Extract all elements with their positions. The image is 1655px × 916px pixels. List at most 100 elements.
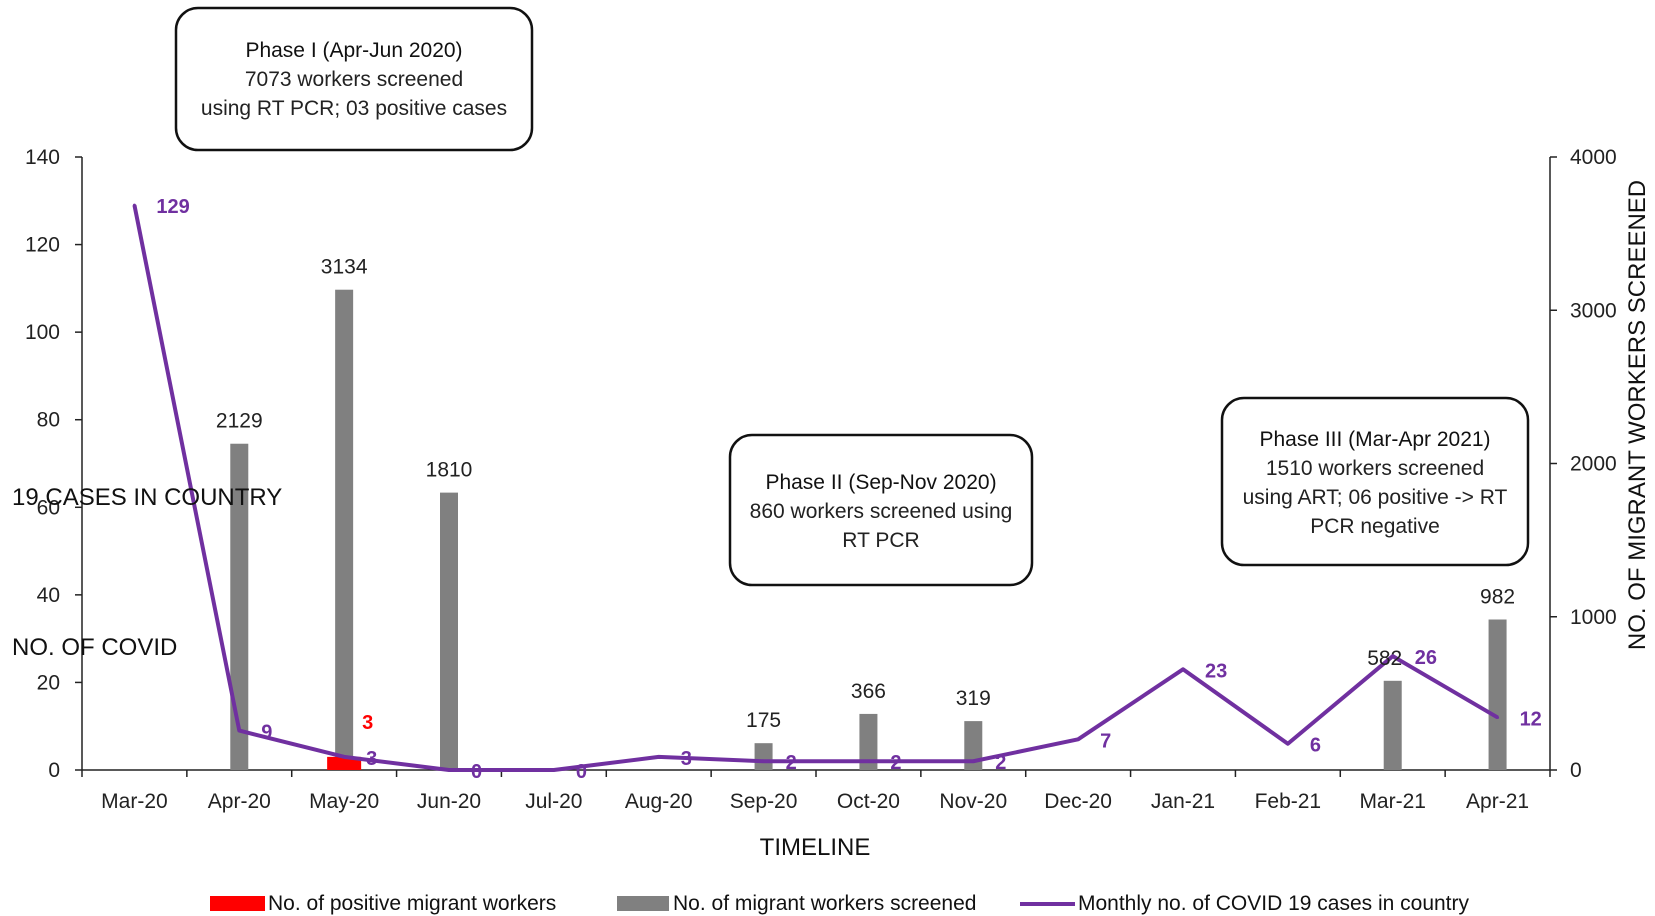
- cases-point-label: 26: [1415, 647, 1437, 669]
- left-axis-title-line2: 19 CASES IN COUNTRY: [12, 484, 282, 511]
- x-tick-label: Oct-20: [837, 790, 900, 813]
- left-tick-label: 20: [37, 671, 60, 694]
- left-tick-label: 140: [25, 146, 60, 169]
- cases-point-label: 129: [156, 196, 189, 218]
- left-tick-label: 100: [25, 321, 60, 344]
- x-tick-label: Jan-21: [1151, 790, 1215, 813]
- right-tick-label: 0: [1570, 759, 1582, 782]
- cases-point: [762, 759, 766, 763]
- cases-point: [342, 755, 346, 759]
- cases-point-label: 9: [261, 722, 272, 744]
- x-tick-label: Aug-20: [625, 790, 693, 813]
- cases-point-label: 2: [890, 752, 901, 774]
- left-axis-title-line1: NO. OF COVID: [12, 634, 177, 661]
- screened-bar-label: 366: [851, 680, 886, 703]
- right-tick-label: 3000: [1570, 299, 1617, 322]
- screened-bar: [440, 492, 458, 770]
- screened-bar: [230, 443, 249, 770]
- screened-bar: [754, 743, 773, 770]
- x-tick-label: Apr-21: [1466, 790, 1529, 813]
- legend-label-screened: No. of migrant workers screened: [673, 892, 976, 915]
- phase-3-annotation: Phase III (Mar-Apr 2021) 1510 workers sc…: [1220, 396, 1530, 567]
- left-tick-label: 80: [37, 409, 60, 432]
- screened-bar-label: 3134: [321, 256, 368, 279]
- cases-point-label: 2: [995, 752, 1006, 774]
- cases-point: [657, 755, 661, 759]
- left-tick-label: 0: [48, 759, 60, 782]
- cases-point-label: 6: [1310, 735, 1321, 757]
- screened-bar-label: 582: [1367, 647, 1402, 670]
- cases-point-label: 3: [681, 748, 692, 770]
- phase-2-line-1: 860 workers screened using: [750, 500, 1013, 523]
- legend-label-cases: Monthly no. of COVID 19 cases in country: [1078, 892, 1470, 915]
- cases-point: [1286, 742, 1290, 746]
- screened-bar-label: 2129: [216, 410, 263, 433]
- screened-bar-label: 982: [1480, 586, 1515, 609]
- positive-bar-label: 3: [362, 712, 373, 734]
- cases-point-label: 12: [1520, 708, 1542, 730]
- screened-bar: [1488, 619, 1507, 770]
- phase-3-line-1: 1510 workers screened: [1266, 457, 1484, 480]
- legend-label-positive: No. of positive migrant workers: [268, 892, 556, 915]
- phase-1-line-1: 7073 workers screened: [245, 68, 463, 91]
- phase-2-annotation: Phase II (Sep-Nov 2020) 860 workers scre…: [728, 433, 1034, 587]
- phase-1-annotation: Phase I (Apr-Jun 2020) 7073 workers scre…: [174, 6, 534, 152]
- screened-bar: [1383, 680, 1402, 770]
- cases-point-label: 2: [786, 752, 797, 774]
- x-tick-label: Dec-20: [1044, 790, 1112, 813]
- x-tick-label: Sep-20: [730, 790, 798, 813]
- x-tick-label: Nov-20: [939, 790, 1007, 813]
- right-tick-label: 1000: [1570, 606, 1617, 629]
- cases-point: [132, 203, 136, 207]
- left-tick-label: 40: [37, 584, 60, 607]
- phase-3-line-3: PCR negative: [1310, 515, 1440, 538]
- cases-line-series: [132, 203, 1500, 772]
- x-tick-label: Apr-20: [208, 790, 271, 813]
- x-tick-label: Jul-20: [525, 790, 582, 813]
- legend: No. of positive migrant workers No. of m…: [210, 892, 1470, 915]
- cases-line: [132, 204, 1499, 772]
- cases-point-label: 0: [471, 761, 482, 783]
- x-tick-label: Mar-21: [1359, 790, 1426, 813]
- x-tick-label: Jun-20: [417, 790, 481, 813]
- cases-point: [1181, 667, 1185, 671]
- cases-point-label: 7: [1100, 730, 1111, 752]
- screened-bar-label: 319: [956, 687, 991, 710]
- right-tick-label: 2000: [1570, 453, 1617, 476]
- cases-point: [1496, 715, 1500, 719]
- phase-3-title: Phase III (Mar-Apr 2021): [1259, 428, 1490, 451]
- phase-3-line-2: using ART; 06 positive -> RT: [1243, 486, 1508, 509]
- x-tick-label: Feb-21: [1255, 790, 1322, 813]
- legend-item-positive: No. of positive migrant workers: [210, 892, 556, 915]
- cases-point: [237, 729, 241, 733]
- positive-bar: [327, 756, 362, 770]
- x-axis-title: TIMELINE: [760, 834, 871, 861]
- cases-point: [866, 759, 870, 763]
- screened-bar-label: 175: [746, 709, 781, 732]
- cases-point-label: 23: [1205, 660, 1227, 682]
- cases-point: [1076, 737, 1080, 741]
- cases-point: [447, 768, 451, 772]
- legend-swatch-positive: [210, 896, 265, 911]
- phase-2-title: Phase II (Sep-Nov 2020): [765, 471, 996, 494]
- left-tick-label: 60: [37, 496, 60, 519]
- screened-bar: [964, 721, 983, 770]
- right-tick-label: 4000: [1570, 146, 1617, 169]
- x-tick-label: May-20: [309, 790, 379, 813]
- cases-point-label: 3: [366, 748, 377, 770]
- data-labels: 2129 3134 1810 175 366 319 582 982 3 129 9 3 0 0 3 2 2 2 7…: [156, 196, 1541, 783]
- phase-2-line-2: RT PCR: [842, 529, 919, 552]
- legend-swatch-screened: [617, 896, 669, 911]
- right-axis-title: NO. OF MIGRANT WORKERS SCREENED: [1624, 180, 1651, 650]
- screened-bar-label: 1810: [426, 459, 473, 482]
- phase-1-line-2: using RT PCR; 03 positive cases: [201, 97, 507, 120]
- cases-point: [552, 768, 556, 772]
- phase-1-title: Phase I (Apr-Jun 2020): [245, 39, 462, 62]
- left-tick-label: 120: [25, 234, 60, 257]
- x-tick-label: Mar-20: [101, 790, 168, 813]
- cases-point: [1391, 654, 1395, 658]
- legend-item-screened: No. of migrant workers screened: [617, 892, 976, 915]
- cases-point-label: 0: [576, 761, 587, 783]
- screened-bar: [335, 289, 354, 770]
